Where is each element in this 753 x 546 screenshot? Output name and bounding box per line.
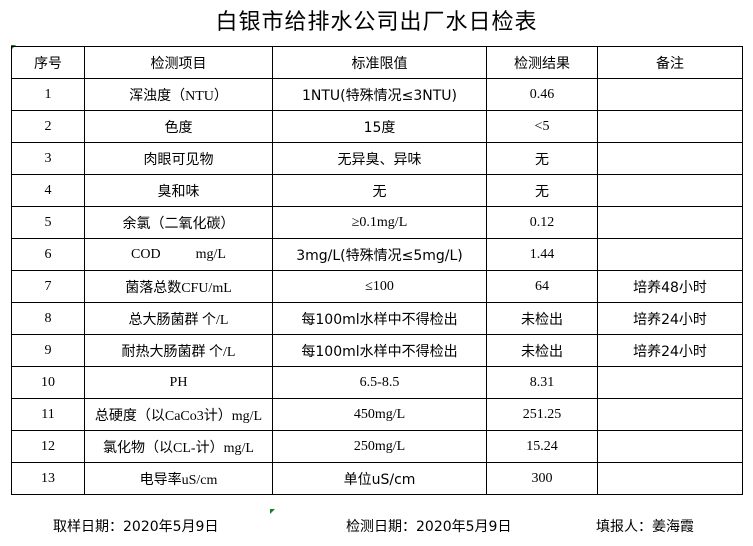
- cell-note: [597, 398, 743, 431]
- cell-item: 臭和味: [84, 174, 273, 207]
- header-result: 检测结果: [486, 46, 598, 79]
- cell-seq: 9: [11, 334, 85, 367]
- cell-seq: 2: [11, 110, 85, 143]
- cell-note: [597, 206, 743, 239]
- cell-note: [597, 110, 743, 143]
- table-row: 10 PH 6.5-8.5 8.31: [11, 366, 743, 399]
- cell-item: 总硬度（以CaCo3计）mg/L: [84, 398, 273, 431]
- cell-item: PH: [84, 366, 273, 399]
- table-row: 4 臭和味无无: [11, 174, 743, 207]
- cell-result: 未检出: [486, 334, 598, 367]
- table-row: 8 总大肠菌群 个/L 每100ml水样中不得检出 未检出 培养24小时: [11, 302, 743, 335]
- cell-limit: 单位uS/cm: [272, 462, 487, 495]
- cell-seq: 6: [11, 238, 85, 271]
- reporter: 填报人：姜海霞: [596, 519, 694, 535]
- cell-note: [597, 366, 743, 399]
- cell-note: 培养24小时: [597, 334, 743, 367]
- cell-seq: 1: [11, 78, 85, 111]
- cell-item: 氯化物（以CL-计）mg/L: [84, 430, 273, 463]
- cell-limit: 1NTU(特殊情况≤3NTU): [272, 78, 487, 111]
- cell-limit: 250mg/L: [272, 430, 487, 463]
- table-row: 6 COD mg/L 3mg/L(特殊情况≤5mg/L) 1.44: [11, 238, 743, 271]
- header-item: 检测项目: [84, 46, 273, 79]
- cell-limit: 6.5-8.5: [272, 366, 487, 399]
- cell-result: 251.25: [486, 398, 598, 431]
- cell-seq: 8: [11, 302, 85, 335]
- table-row: 3 肉眼可见物 无异臭、异味无: [11, 142, 743, 175]
- table-row: 2 色度 15度 <5: [11, 110, 743, 143]
- inspection-table: 序号 检测项目 标准限值 检测结果 备注 1 浑浊度（NTU） 1NTU(特殊情况≤3NTU)…: [11, 46, 743, 495]
- cell-limit: 15度: [272, 110, 487, 143]
- cell-result: 1.44: [486, 238, 598, 271]
- cell-item: 浑浊度（NTU）: [84, 78, 273, 111]
- cell-result: 8.31: [486, 366, 598, 399]
- header-limit: 标准限值: [272, 46, 487, 79]
- cell-result: 无: [486, 142, 598, 175]
- cell-result: 未检出: [486, 302, 598, 335]
- cell-limit: 无异臭、异味: [272, 142, 487, 175]
- cell-limit: ≤100: [272, 270, 487, 303]
- page-title: 白银市给排水公司出厂水日检表: [215, 10, 538, 35]
- cell-result: 0.46: [486, 78, 598, 111]
- cell-note: [597, 78, 743, 111]
- cell-note: [597, 430, 743, 463]
- sample-date: 取样日期：2020年5月9日: [53, 519, 219, 535]
- cell-item: 菌落总数CFU/mL: [84, 270, 273, 303]
- cell-seq: 3: [11, 142, 85, 175]
- cell-note: [597, 174, 743, 207]
- cell-marker-icon: [270, 509, 275, 514]
- cell-item: 色度: [84, 110, 273, 143]
- cell-limit: 每100ml水样中不得检出: [272, 334, 487, 367]
- table-row: 9 耐热大肠菌群 个/L 每100ml水样中不得检出 未检出 培养24小时: [11, 334, 743, 367]
- cell-seq: 7: [11, 270, 85, 303]
- cell-note: [597, 462, 743, 495]
- cell-seq: 5: [11, 206, 85, 239]
- cell-item: 余氯（二氧化碳）: [84, 206, 273, 239]
- cell-limit: 无: [272, 174, 487, 207]
- cell-limit: 3mg/L(特殊情况≤5mg/L): [272, 238, 487, 271]
- cell-result: 0.12: [486, 206, 598, 239]
- cell-result: <5: [486, 110, 598, 143]
- table-row: 1 浑浊度（NTU） 1NTU(特殊情况≤3NTU) 0.46: [11, 78, 743, 111]
- cell-result: 15.24: [486, 430, 598, 463]
- header-note: 备注: [597, 46, 743, 79]
- table-row: 13 电导率uS/cm 单位uS/cm 300: [11, 462, 743, 495]
- cell-item: 总大肠菌群 个/L: [84, 302, 273, 335]
- cell-result: 64: [486, 270, 598, 303]
- table-row: 11 总硬度（以CaCo3计）mg/L 450mg/L 251.25: [11, 398, 743, 431]
- cell-limit: ≥0.1mg/L: [272, 206, 487, 239]
- cell-item: 电导率uS/cm: [84, 462, 273, 495]
- cell-item: 耐热大肠菌群 个/L: [84, 334, 273, 367]
- cell-seq: 13: [11, 462, 85, 495]
- cell-seq: 4: [11, 174, 85, 207]
- cell-limit: 每100ml水样中不得检出: [272, 302, 487, 335]
- cell-item: 肉眼可见物: [84, 142, 273, 175]
- test-date: 检测日期：2020年5月9日: [346, 519, 512, 535]
- table-row: 12 氯化物（以CL-计）mg/L 250mg/L 15.24: [11, 430, 743, 463]
- table-row: 7 菌落总数CFU/mL ≤100 64 培养48小时: [11, 270, 743, 303]
- cell-seq: 11: [11, 398, 85, 431]
- cell-note: [597, 238, 743, 271]
- cell-note: 培养48小时: [597, 270, 743, 303]
- cell-result: 300: [486, 462, 598, 495]
- cell-item: COD mg/L: [84, 238, 273, 271]
- cell-limit: 450mg/L: [272, 398, 487, 431]
- cell-note: 培养24小时: [597, 302, 743, 335]
- header-seq: 序号: [11, 46, 85, 79]
- header-row: 序号 检测项目 标准限值 检测结果 备注: [11, 46, 743, 79]
- table-row: 5 余氯（二氧化碳） ≥0.1mg/L 0.12: [11, 206, 743, 239]
- cell-result: 无: [486, 174, 598, 207]
- cell-seq: 10: [11, 366, 85, 399]
- cell-note: [597, 142, 743, 175]
- cell-seq: 12: [11, 430, 85, 463]
